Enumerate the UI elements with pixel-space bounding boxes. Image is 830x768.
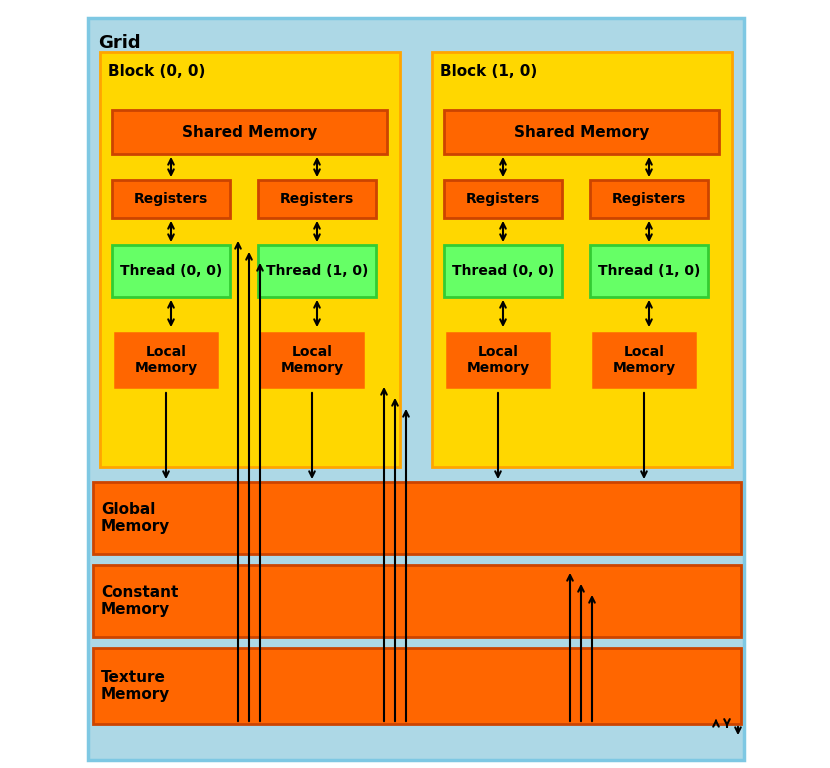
Bar (88, 18, 744, 760)
Text: Shared Memory: Shared Memory (514, 124, 649, 140)
Bar (93, 482, 741, 554)
Text: Grid: Grid (98, 34, 140, 52)
Bar (112, 330, 220, 390)
Text: Thread (1, 0): Thread (1, 0) (266, 264, 369, 278)
Bar (432, 52, 732, 467)
Bar (444, 110, 719, 154)
Text: Block (1, 0): Block (1, 0) (440, 64, 537, 79)
Bar (444, 245, 562, 297)
Bar (112, 180, 230, 218)
Bar (258, 180, 376, 218)
Text: Local
Memory: Local Memory (613, 345, 676, 375)
Text: Registers: Registers (134, 192, 208, 206)
Text: Texture
Memory: Texture Memory (101, 670, 170, 702)
Text: Local
Memory: Local Memory (134, 345, 198, 375)
Text: Local
Memory: Local Memory (281, 345, 344, 375)
Text: Local
Memory: Local Memory (466, 345, 530, 375)
Bar (590, 180, 708, 218)
Bar (93, 648, 741, 724)
Bar (93, 565, 741, 637)
Bar (590, 245, 708, 297)
Bar (444, 180, 562, 218)
Text: Constant
Memory: Constant Memory (101, 584, 178, 617)
Bar (112, 245, 230, 297)
Bar (444, 330, 552, 390)
Bar (590, 330, 698, 390)
Bar (100, 52, 400, 467)
Bar (112, 110, 387, 154)
Text: Global
Memory: Global Memory (101, 502, 170, 535)
Bar (258, 245, 376, 297)
Text: Thread (1, 0): Thread (1, 0) (598, 264, 701, 278)
Text: Thread (0, 0): Thread (0, 0) (452, 264, 554, 278)
Text: Thread (0, 0): Thread (0, 0) (120, 264, 222, 278)
Text: Shared Memory: Shared Memory (182, 124, 317, 140)
Text: Block (0, 0): Block (0, 0) (108, 64, 205, 79)
Bar (258, 330, 366, 390)
Text: Registers: Registers (612, 192, 686, 206)
Text: Registers: Registers (280, 192, 354, 206)
Text: Registers: Registers (466, 192, 540, 206)
